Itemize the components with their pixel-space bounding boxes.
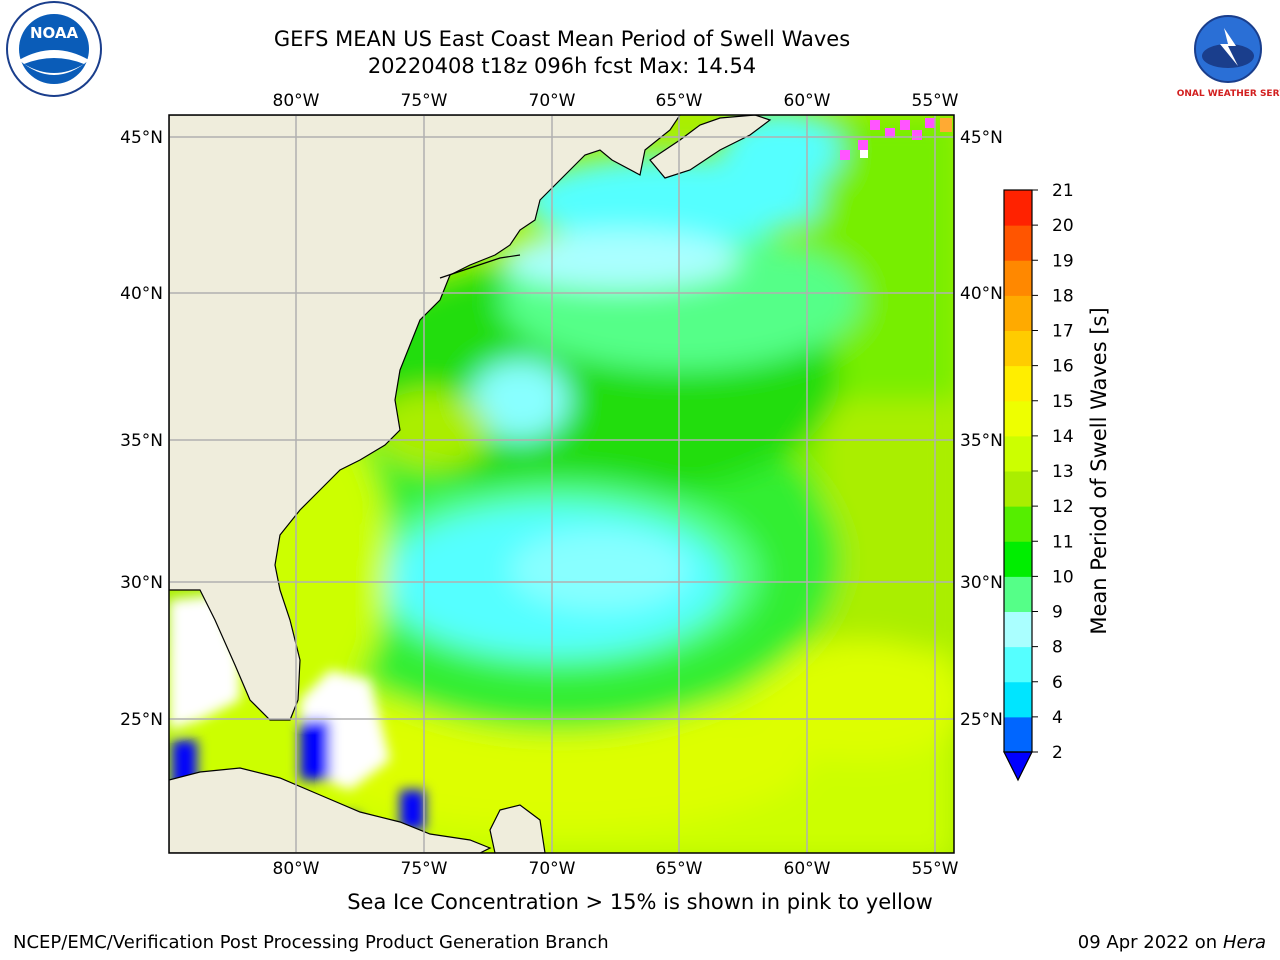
colorbar-tick-label: 8 [1052, 638, 1063, 658]
lat-tick-left: 25°N [120, 710, 163, 730]
map-field [169, 115, 954, 853]
lon-tick-top: 60°W [784, 91, 831, 111]
lon-tick-top: 70°W [529, 91, 576, 111]
colorbar-tick-label: 17 [1052, 322, 1074, 342]
lon-tick-bottom: 75°W [401, 859, 448, 879]
colorbar-ticks: 2 4 6 8 9 10 11 12 13 14 15 16 17 18 19 20 21 [1032, 181, 1074, 763]
colorbar-swatch [1004, 471, 1032, 507]
lon-tick-bottom: 60°W [784, 859, 831, 879]
lat-tick-left: 35°N [120, 431, 163, 451]
colorbar-tick-label: 6 [1052, 673, 1063, 693]
lat-tick-right: 30°N [960, 573, 1003, 593]
coast-long-island [439, 254, 521, 279]
colorbar-swatch [1004, 295, 1032, 331]
noaa-logo: NOAA [6, 1, 102, 97]
colorbar-tick-label: 14 [1052, 427, 1074, 447]
lon-tick-bottom: 70°W [529, 859, 576, 879]
lat-tick-right: 45°N [960, 128, 1003, 148]
lon-tick-top: 80°W [273, 91, 320, 111]
colorbar-swatches [1004, 190, 1032, 753]
footer-credit: NCEP/EMC/Verification Post Processing Pr… [13, 932, 609, 953]
lat-tick-left: 45°N [120, 128, 163, 148]
colorbar-tick-label: 9 [1052, 603, 1063, 623]
nws-logo: NATIONAL WEATHER SERVICE [1176, 2, 1280, 99]
nws-logo-text: NATIONAL WEATHER SERVICE [1176, 89, 1280, 99]
colorbar-swatch [1004, 225, 1032, 261]
lat-tick-right: 40°N [960, 284, 1003, 304]
lon-tick-bottom: 65°W [656, 859, 703, 879]
colorbar-swatch [1004, 681, 1032, 718]
colorbar-swatch [1004, 260, 1032, 296]
colorbar-tick-label: 20 [1052, 216, 1074, 236]
map-frame [168, 114, 955, 854]
colorbar-tick-label: 16 [1052, 357, 1074, 377]
lon-tick-top: 65°W [656, 91, 703, 111]
lat-tick-right: 25°N [960, 710, 1003, 730]
colorbar-tick-label: 19 [1052, 251, 1074, 271]
colorbar-swatch [1004, 611, 1032, 648]
lon-tick-top: 75°W [401, 91, 448, 111]
lon-tick-top: 55°W [912, 91, 959, 111]
colorbar-tick-label: 2 [1052, 743, 1063, 763]
colorbar-tick-label: 13 [1052, 462, 1074, 482]
noaa-logo-text: NOAA [30, 24, 79, 42]
footer-date-text: 09 Apr 2022 on [1077, 932, 1218, 953]
map-gridlines [169, 115, 954, 853]
lat-tick-left: 40°N [120, 284, 163, 304]
colorbar-tick-label: 18 [1052, 286, 1074, 306]
land-nova-scotia [649, 115, 772, 179]
land-cuba [169, 767, 492, 853]
sea-ice-note: Sea Ice Concentration > 15% is shown in … [347, 890, 933, 914]
colorbar-swatch [1004, 400, 1032, 437]
footer-host: Hera [1222, 932, 1266, 953]
lon-tick-bottom: 55°W [912, 859, 959, 879]
colorbar-label: Mean Period of Swell Waves [s] [1087, 307, 1111, 634]
map-subtitle: 20220408 t18z 096h fcst Max: 14.54 [367, 54, 757, 78]
map-title: GEFS MEAN US East Coast Mean Period of S… [273, 27, 851, 51]
colorbar-swatch [1004, 716, 1032, 753]
colorbar-swatch [1004, 330, 1032, 367]
colorbar-under-arrow [1003, 751, 1033, 782]
colorbar-tick-label: 21 [1052, 181, 1074, 201]
colorbar-swatch [1004, 190, 1032, 226]
colorbar-swatch [1004, 541, 1032, 577]
colorbar-tick-label: 11 [1052, 532, 1074, 552]
colorbar-tick-label: 10 [1052, 567, 1074, 587]
colorbar-swatch [1004, 435, 1032, 472]
colorbar-swatch [1004, 646, 1032, 683]
colorbar-swatch [1004, 506, 1032, 542]
lat-tick-left: 30°N [120, 573, 163, 593]
colorbar-tick-label: 12 [1052, 497, 1074, 517]
colorbar-tick-label: 15 [1052, 392, 1074, 412]
sea-ice-marks [840, 118, 952, 160]
footer-date: 09 Apr 2022 on Hera [1078, 932, 1266, 953]
land-hispaniola [489, 804, 546, 853]
colorbar-swatch [1004, 365, 1032, 402]
colorbar-swatch [1004, 576, 1032, 612]
lat-tick-right: 35°N [960, 431, 1003, 451]
lon-tick-bottom: 80°W [273, 859, 320, 879]
colorbar-tick-label: 4 [1052, 708, 1063, 728]
